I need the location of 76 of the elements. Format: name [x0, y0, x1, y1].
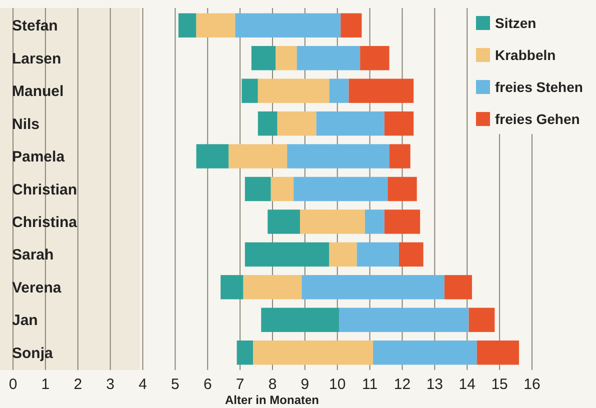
legend-label: Krabbeln [495, 46, 556, 63]
bar [388, 176, 417, 202]
x-tick-label: 1 [41, 376, 50, 393]
bar [196, 144, 229, 168]
bar [384, 210, 420, 234]
y-tick-label: Sarah [12, 246, 54, 264]
bar [258, 78, 330, 103]
bar [348, 78, 414, 103]
x-tick-label: 9 [300, 376, 310, 393]
x-tick-label: 14 [458, 376, 476, 393]
x-tick-label: 0 [8, 376, 18, 393]
bar [340, 13, 362, 38]
y-tick-label: Nils [12, 116, 40, 133]
bar [338, 308, 469, 332]
bar [300, 210, 365, 234]
x-axis-title: Alter in Monaten [224, 393, 320, 407]
bar [476, 340, 520, 365]
bar [373, 340, 477, 365]
bar [236, 340, 254, 365]
bar [444, 275, 472, 300]
y-tick-label: Stefan [12, 18, 58, 35]
y-tick-label: Christina [12, 214, 78, 231]
bar [178, 13, 196, 38]
bar [243, 275, 302, 300]
bar [277, 111, 316, 136]
bar [268, 210, 300, 234]
bar [364, 210, 384, 234]
x-tick-label: 16 [524, 376, 540, 393]
bar [220, 275, 244, 300]
bar [360, 46, 390, 70]
bar [296, 46, 360, 70]
y-tick-label: Verena [12, 279, 62, 296]
x-tick-label: 11 [362, 376, 378, 393]
x-tick-label: 10 [329, 376, 346, 393]
bar [270, 176, 294, 202]
legend-label: Sitzen [495, 14, 536, 31]
y-tick-label: Larsen [12, 50, 62, 68]
bar [235, 13, 341, 38]
bar [468, 308, 495, 332]
bar [261, 308, 339, 332]
x-tick-label: 3 [106, 376, 114, 393]
bar [242, 78, 258, 103]
x-tick-label: 5 [171, 376, 180, 393]
x-tick-label: 2 [74, 376, 82, 393]
bar [253, 340, 374, 365]
bar [244, 176, 271, 202]
legend-label: freies Stehen [495, 78, 583, 95]
bar [228, 144, 288, 168]
bar [244, 242, 330, 267]
x-tick-label: 12 [394, 376, 411, 393]
bar [302, 275, 444, 300]
x-tick-label: 4 [138, 376, 147, 393]
bar [276, 46, 297, 70]
bar [329, 242, 357, 267]
bar [389, 144, 410, 168]
bar [356, 242, 400, 267]
y-tick-label: Jan [12, 312, 38, 330]
bar [399, 242, 424, 267]
x-tick-label: 7 [236, 376, 244, 393]
y-tick-label: Sonja [12, 344, 54, 362]
x-tick-label: 8 [268, 376, 277, 393]
bar [287, 144, 390, 168]
bar [329, 78, 349, 103]
y-tick-label: Christian [12, 181, 78, 198]
y-tick-label: Manuel [12, 83, 64, 100]
x-tick-label: 15 [491, 376, 508, 393]
x-tick-label: 13 [426, 376, 444, 393]
bar [384, 111, 414, 136]
bar [294, 176, 388, 202]
x-tick-label: 6 [203, 376, 212, 393]
y-tick-label: Pamela [12, 148, 66, 166]
bar [258, 111, 278, 136]
bar [196, 13, 236, 38]
bar [316, 111, 384, 136]
bar [251, 46, 276, 70]
legend-label: freies Gehen [495, 110, 580, 127]
